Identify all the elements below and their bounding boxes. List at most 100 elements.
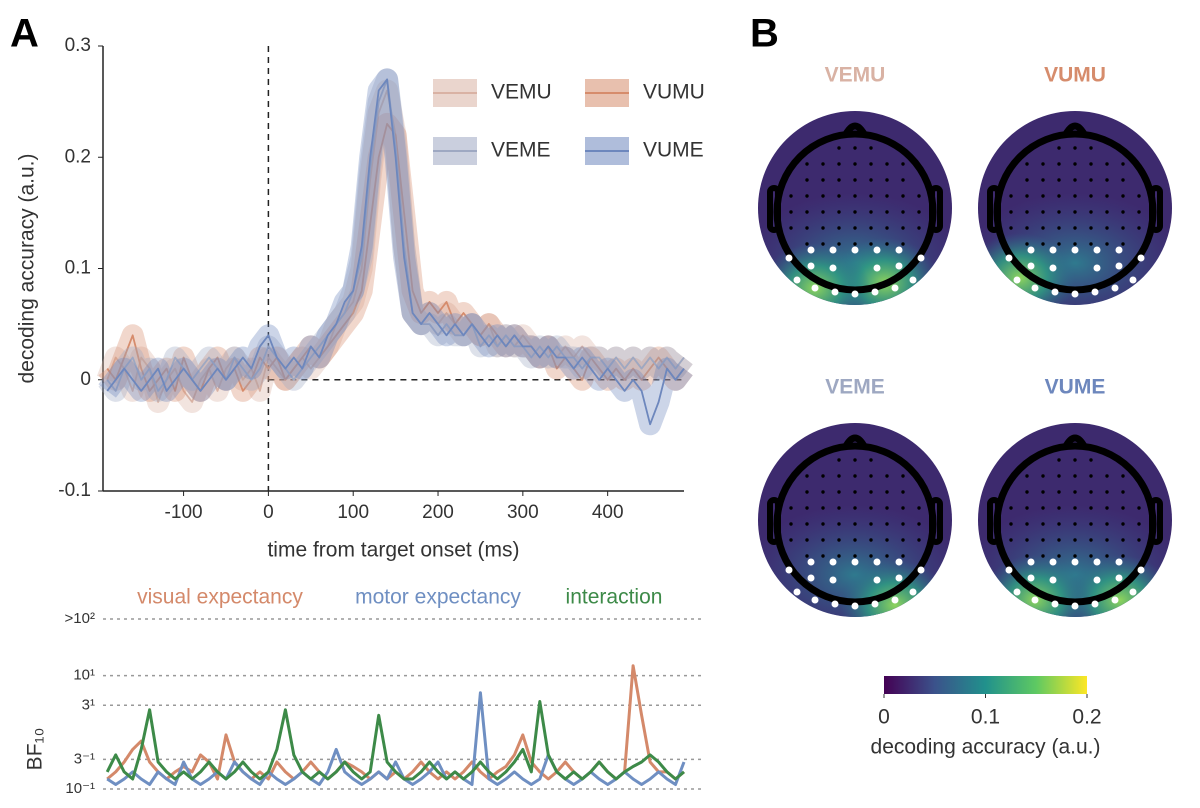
sig-electrode bbox=[1051, 288, 1059, 296]
electrode bbox=[1041, 490, 1045, 494]
sig-electrode bbox=[1049, 246, 1057, 254]
sig-electrode bbox=[785, 566, 793, 574]
sig-electrode bbox=[1111, 284, 1119, 292]
colorbar-tick-label: 0.1 bbox=[971, 706, 1000, 729]
sig-electrode bbox=[1137, 254, 1145, 262]
sig-electrode bbox=[1013, 276, 1021, 284]
electrode bbox=[837, 242, 841, 246]
electrode bbox=[1105, 538, 1109, 542]
electrode bbox=[805, 242, 809, 246]
sig-electrode bbox=[1091, 600, 1099, 608]
sig-electrode bbox=[1027, 574, 1035, 582]
electrode bbox=[917, 210, 921, 214]
series-line bbox=[106, 78, 685, 426]
electrode bbox=[805, 554, 809, 558]
electrode bbox=[1009, 194, 1013, 198]
electrode bbox=[1041, 474, 1045, 478]
sig-electrode bbox=[851, 602, 859, 610]
map-hot bbox=[1065, 555, 1172, 617]
sig-electrode bbox=[1071, 602, 1079, 610]
y-tick-label: >10² bbox=[65, 610, 95, 627]
electrode bbox=[1073, 226, 1077, 230]
electrode bbox=[1073, 554, 1077, 558]
electrode bbox=[1009, 506, 1013, 510]
sig-electrode bbox=[917, 566, 925, 574]
electrode bbox=[1089, 210, 1093, 214]
sig-electrode bbox=[873, 576, 881, 584]
electrode bbox=[853, 538, 857, 542]
sig-electrode bbox=[829, 576, 837, 584]
electrode bbox=[1073, 146, 1077, 150]
electrode bbox=[1041, 522, 1045, 526]
electrode bbox=[805, 162, 809, 166]
electrode bbox=[1057, 490, 1061, 494]
sig-electrode bbox=[793, 276, 801, 284]
colorbar bbox=[884, 676, 1087, 694]
y-tick-label: 3¹ bbox=[82, 696, 95, 713]
electrode bbox=[1025, 226, 1029, 230]
electrode bbox=[901, 194, 905, 198]
sig-electrode bbox=[909, 276, 917, 284]
electrode bbox=[1057, 538, 1061, 542]
map-hot bbox=[840, 560, 950, 617]
map-title: VUME bbox=[1045, 376, 1106, 399]
sig-electrode bbox=[1093, 264, 1101, 272]
sig-electrode bbox=[1115, 246, 1123, 254]
electrode bbox=[901, 554, 905, 558]
electrode bbox=[1073, 538, 1077, 542]
electrode bbox=[853, 458, 857, 462]
electrode bbox=[917, 194, 921, 198]
sig-electrode bbox=[1049, 576, 1057, 584]
sig-electrode bbox=[1051, 600, 1059, 608]
electrode bbox=[1121, 506, 1125, 510]
electrode bbox=[853, 210, 857, 214]
x-tick-label: 300 bbox=[507, 502, 539, 523]
map-title: VEME bbox=[825, 376, 885, 399]
electrode bbox=[1105, 210, 1109, 214]
electrode bbox=[1025, 210, 1029, 214]
sig-electrode bbox=[1129, 588, 1137, 596]
sig-electrode bbox=[1049, 264, 1057, 272]
sig-electrode bbox=[811, 284, 819, 292]
electrode bbox=[1089, 474, 1093, 478]
electrode bbox=[1057, 162, 1061, 166]
electrode bbox=[1089, 522, 1093, 526]
electrode bbox=[853, 226, 857, 230]
nose bbox=[1061, 122, 1089, 138]
electrode bbox=[1105, 178, 1109, 182]
y-tick-label: 0.3 bbox=[65, 35, 91, 56]
colorbar-tick-label: 0 bbox=[878, 706, 890, 729]
electrode bbox=[1121, 554, 1125, 558]
electrode bbox=[901, 474, 905, 478]
electrode bbox=[821, 490, 825, 494]
electrode bbox=[885, 226, 889, 230]
electrode bbox=[1089, 242, 1093, 246]
electrode bbox=[1057, 242, 1061, 246]
electrode bbox=[869, 178, 873, 182]
electrode bbox=[1121, 226, 1125, 230]
electrode bbox=[1121, 474, 1125, 478]
electrode bbox=[869, 554, 873, 558]
electrode bbox=[869, 538, 873, 542]
sig-electrode bbox=[871, 600, 879, 608]
electrode bbox=[885, 210, 889, 214]
error-band bbox=[98, 68, 693, 436]
electrode bbox=[805, 210, 809, 214]
sig-electrode bbox=[1093, 246, 1101, 254]
sig-electrode bbox=[1071, 558, 1079, 566]
electrode bbox=[1041, 538, 1045, 542]
electrode bbox=[885, 490, 889, 494]
electrode bbox=[885, 194, 889, 198]
electrode bbox=[821, 194, 825, 198]
electrode bbox=[837, 522, 841, 526]
electrode bbox=[885, 522, 889, 526]
electrode bbox=[1025, 554, 1029, 558]
electrode bbox=[821, 506, 825, 510]
electrode bbox=[837, 162, 841, 166]
electrode bbox=[1057, 554, 1061, 558]
legend-label: VUMU bbox=[643, 81, 705, 104]
electrode bbox=[901, 522, 905, 526]
ear bbox=[929, 185, 943, 233]
electrode bbox=[869, 474, 873, 478]
sig-electrode bbox=[1027, 558, 1035, 566]
